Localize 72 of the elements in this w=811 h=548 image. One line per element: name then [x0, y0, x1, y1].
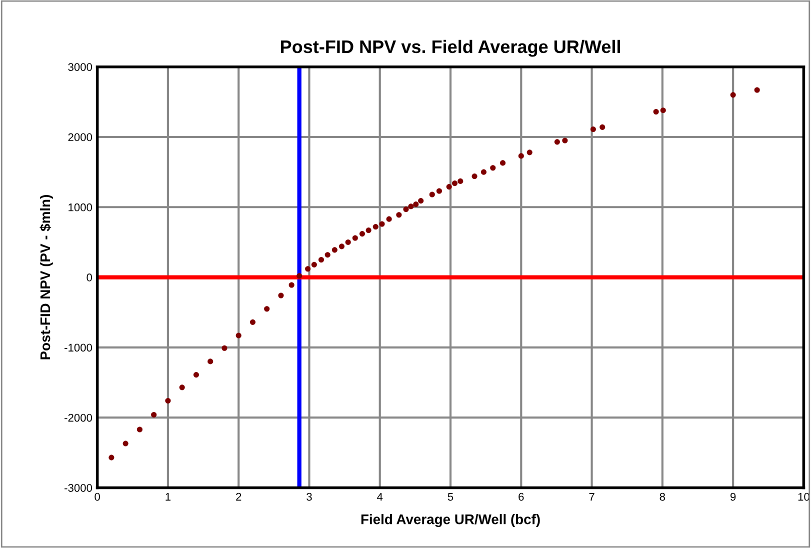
point	[396, 212, 402, 218]
point	[136, 426, 142, 432]
point	[754, 87, 760, 93]
x-tick-label: 4	[377, 492, 383, 501]
point	[386, 216, 392, 222]
x-tick-label: 0	[94, 492, 100, 501]
x-tick-label: 9	[730, 492, 736, 501]
x-tick-label: 3	[306, 492, 312, 501]
y-tick-label: 0	[86, 274, 92, 282]
point	[366, 228, 372, 234]
point	[264, 306, 270, 312]
x-tick-label: 5	[448, 492, 454, 501]
y-tick-label: 3000	[68, 63, 92, 71]
point	[222, 345, 228, 351]
y-axis-title: Post-FID NPV (PV - $mln)	[40, 195, 53, 360]
point	[311, 262, 317, 268]
point	[193, 372, 199, 378]
point	[590, 126, 596, 132]
point	[408, 204, 414, 210]
point	[452, 180, 458, 186]
point	[446, 184, 452, 190]
point	[500, 160, 506, 166]
y-tick-label: 2000	[68, 133, 92, 142]
point	[562, 138, 568, 144]
point	[379, 221, 385, 227]
point	[372, 224, 378, 230]
point	[288, 282, 294, 288]
point	[165, 398, 171, 404]
point	[278, 292, 284, 298]
point	[305, 266, 311, 272]
point	[359, 231, 365, 237]
x-tick-label: 1	[166, 492, 171, 501]
point	[413, 202, 419, 208]
point	[151, 412, 157, 418]
point	[600, 124, 606, 130]
y-tick-label: -3000	[64, 484, 92, 492]
point	[418, 198, 424, 204]
x-axis-title: Field Average UR/Well (bcf)	[361, 514, 540, 528]
point	[518, 153, 524, 159]
point	[526, 150, 532, 156]
x-tick-label: 6	[518, 492, 524, 501]
point	[332, 247, 338, 253]
point	[429, 192, 435, 198]
y-tick-label: 1000	[68, 203, 92, 212]
point	[236, 332, 242, 338]
point	[338, 244, 345, 250]
point	[318, 256, 324, 263]
chart-title: Post-FID NPV vs. Field Average UR/Well	[280, 40, 620, 57]
x-tick-label: 2	[236, 492, 242, 501]
point	[458, 178, 464, 184]
point	[122, 440, 128, 446]
point	[208, 358, 214, 364]
point	[179, 384, 185, 390]
point	[345, 239, 351, 245]
point	[296, 273, 302, 279]
point	[480, 169, 486, 175]
point	[730, 92, 736, 98]
point	[653, 108, 659, 115]
point	[436, 188, 442, 194]
point	[660, 108, 666, 114]
y-tick-label: -1000	[64, 344, 92, 352]
point	[490, 165, 496, 171]
point	[108, 454, 114, 460]
x-tick-label: 7	[589, 492, 594, 501]
point	[472, 174, 478, 180]
point	[324, 252, 330, 258]
point	[352, 235, 358, 241]
point	[250, 319, 256, 325]
point	[403, 206, 409, 212]
point	[554, 139, 560, 145]
x-tick-label: 8	[660, 492, 666, 501]
y-tick-label: -2000	[64, 414, 92, 422]
